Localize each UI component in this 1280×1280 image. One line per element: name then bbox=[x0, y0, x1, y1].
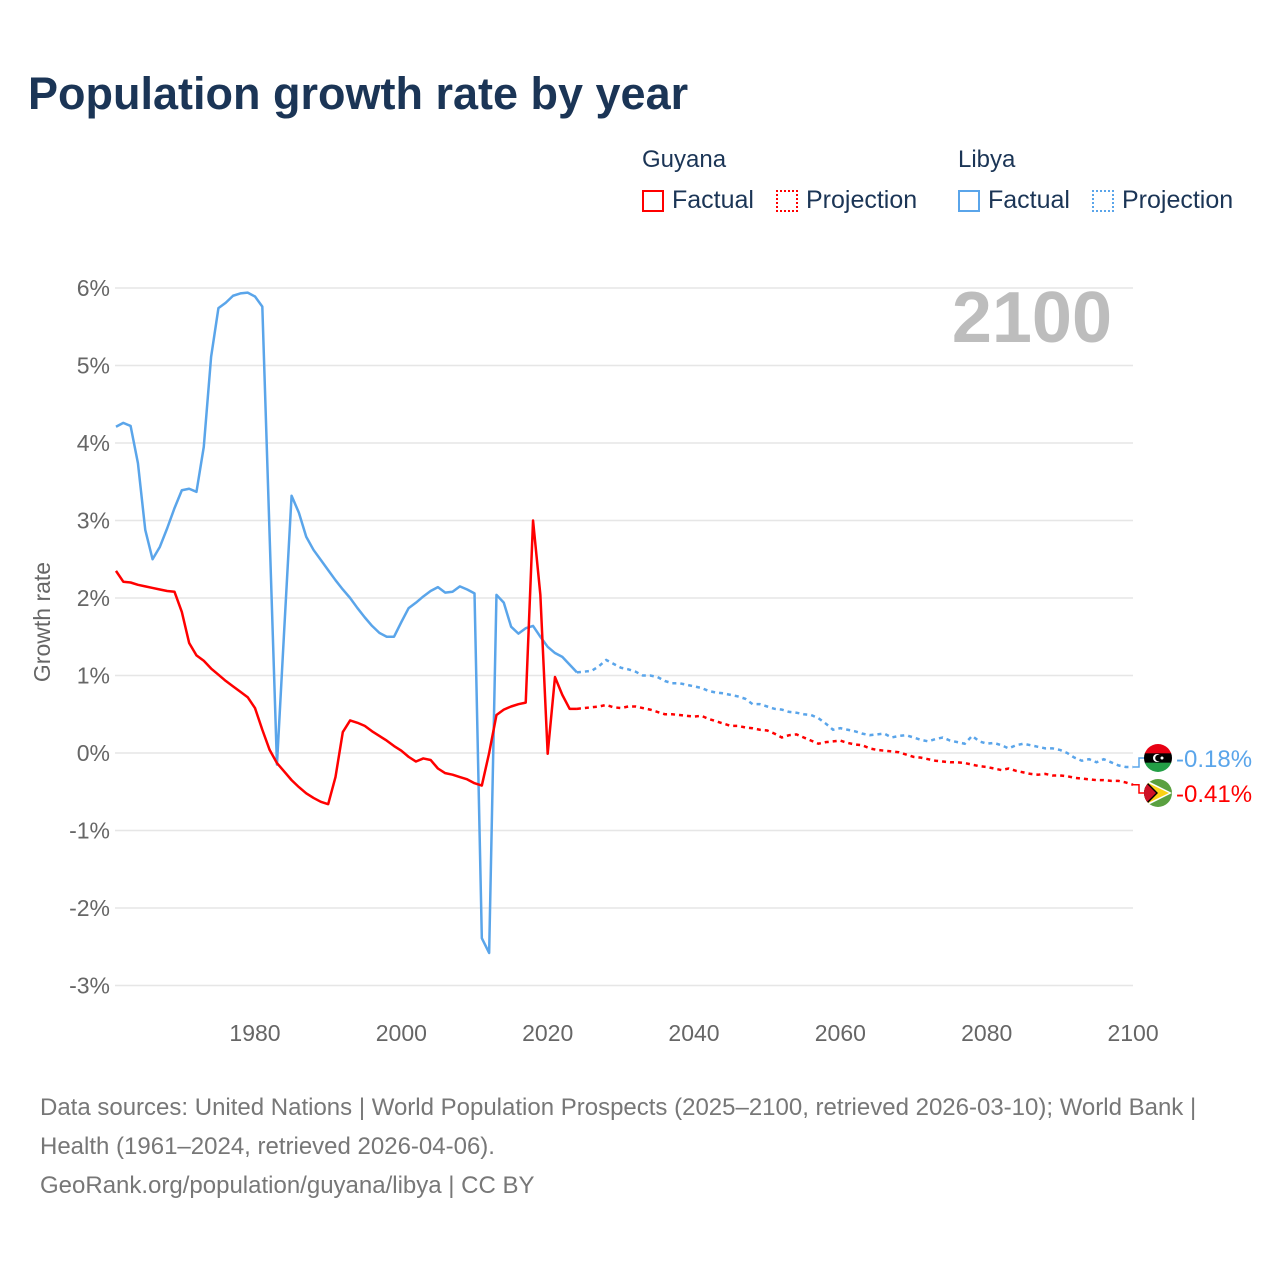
legend-swatch-solid bbox=[642, 189, 664, 212]
guyana-flag-icon bbox=[1144, 779, 1172, 807]
x-tick-label: 2080 bbox=[961, 1020, 1012, 1046]
x-tick-label: 2060 bbox=[815, 1020, 866, 1046]
end-value-label-guyana: -0.41% bbox=[1176, 781, 1252, 808]
y-tick-label: 1% bbox=[77, 663, 110, 689]
end-connector bbox=[1133, 784, 1145, 794]
year-watermark: 2100 bbox=[952, 278, 1112, 358]
legend-libya-factual[interactable]: Factual bbox=[958, 186, 1070, 215]
y-tick-label: 5% bbox=[77, 353, 110, 379]
y-axis-label: Growth rate bbox=[29, 562, 55, 682]
series-line-libya-projection bbox=[576, 658, 1134, 769]
y-tick-label: 4% bbox=[77, 430, 110, 456]
legend-label: Factual bbox=[672, 186, 754, 214]
x-tick-label: 2100 bbox=[1107, 1020, 1158, 1046]
y-tick-label: 0% bbox=[77, 740, 110, 766]
legend-label: Factual bbox=[988, 186, 1070, 214]
end-value-label-libya: -0.18% bbox=[1176, 746, 1252, 773]
line-chart: 2100 Growth rate -3% -2% -1% 0% 1% 2% 3% 4% 5% 6%… bbox=[29, 275, 1252, 1046]
legend-group-guyana: Guyana bbox=[642, 146, 727, 173]
libya-flag-icon bbox=[1144, 744, 1172, 772]
y-tick-label: -2% bbox=[69, 895, 110, 921]
data-sources: Data sources: United Nations | World Pop… bbox=[40, 1094, 1197, 1160]
legend-guyana-projection[interactable]: Projection bbox=[776, 186, 917, 215]
legend-label: Projection bbox=[1122, 186, 1234, 214]
y-tick-label: 2% bbox=[77, 585, 110, 611]
legend-swatch-dotted bbox=[1092, 189, 1114, 212]
chart-title: Population growth rate by year bbox=[28, 68, 689, 119]
legend-guyana-factual[interactable]: Factual bbox=[642, 186, 754, 215]
flag-stripe-green bbox=[1144, 762, 1172, 772]
flag-stripe-red bbox=[1144, 744, 1172, 755]
x-tick-label: 1980 bbox=[229, 1020, 280, 1046]
credit-link[interactable]: GeoRank.org/population/guyana/libya | CC… bbox=[40, 1172, 535, 1199]
series-line-libya-factual bbox=[115, 291, 578, 955]
legend-label: Projection bbox=[806, 186, 918, 214]
y-tick-label: 6% bbox=[77, 275, 110, 301]
footer: Data sources: United Nations | World Pop… bbox=[40, 1088, 1240, 1205]
flag-body bbox=[1144, 779, 1172, 807]
series-line-guyana-factual bbox=[114, 519, 577, 806]
y-tick-label: -3% bbox=[69, 973, 110, 999]
legend-swatch-dotted bbox=[776, 189, 798, 212]
legend-group-libya: Libya bbox=[958, 146, 1016, 173]
crescent-cut bbox=[1155, 754, 1162, 762]
y-tick-label: -1% bbox=[69, 818, 110, 844]
x-tick-label: 2000 bbox=[376, 1020, 427, 1046]
y-tick-label: 3% bbox=[77, 508, 110, 534]
flag-body bbox=[1144, 744, 1172, 772]
legend-libya-projection[interactable]: Projection bbox=[1092, 186, 1233, 215]
x-tick-label: 2040 bbox=[668, 1020, 719, 1046]
series-line-guyana-projection bbox=[576, 703, 1134, 786]
legend-swatch-solid bbox=[958, 189, 980, 212]
star-icon bbox=[1160, 756, 1164, 760]
flag-triangle-red bbox=[1144, 781, 1156, 805]
x-tick-label: 2020 bbox=[522, 1020, 573, 1046]
end-connector bbox=[1133, 757, 1145, 768]
